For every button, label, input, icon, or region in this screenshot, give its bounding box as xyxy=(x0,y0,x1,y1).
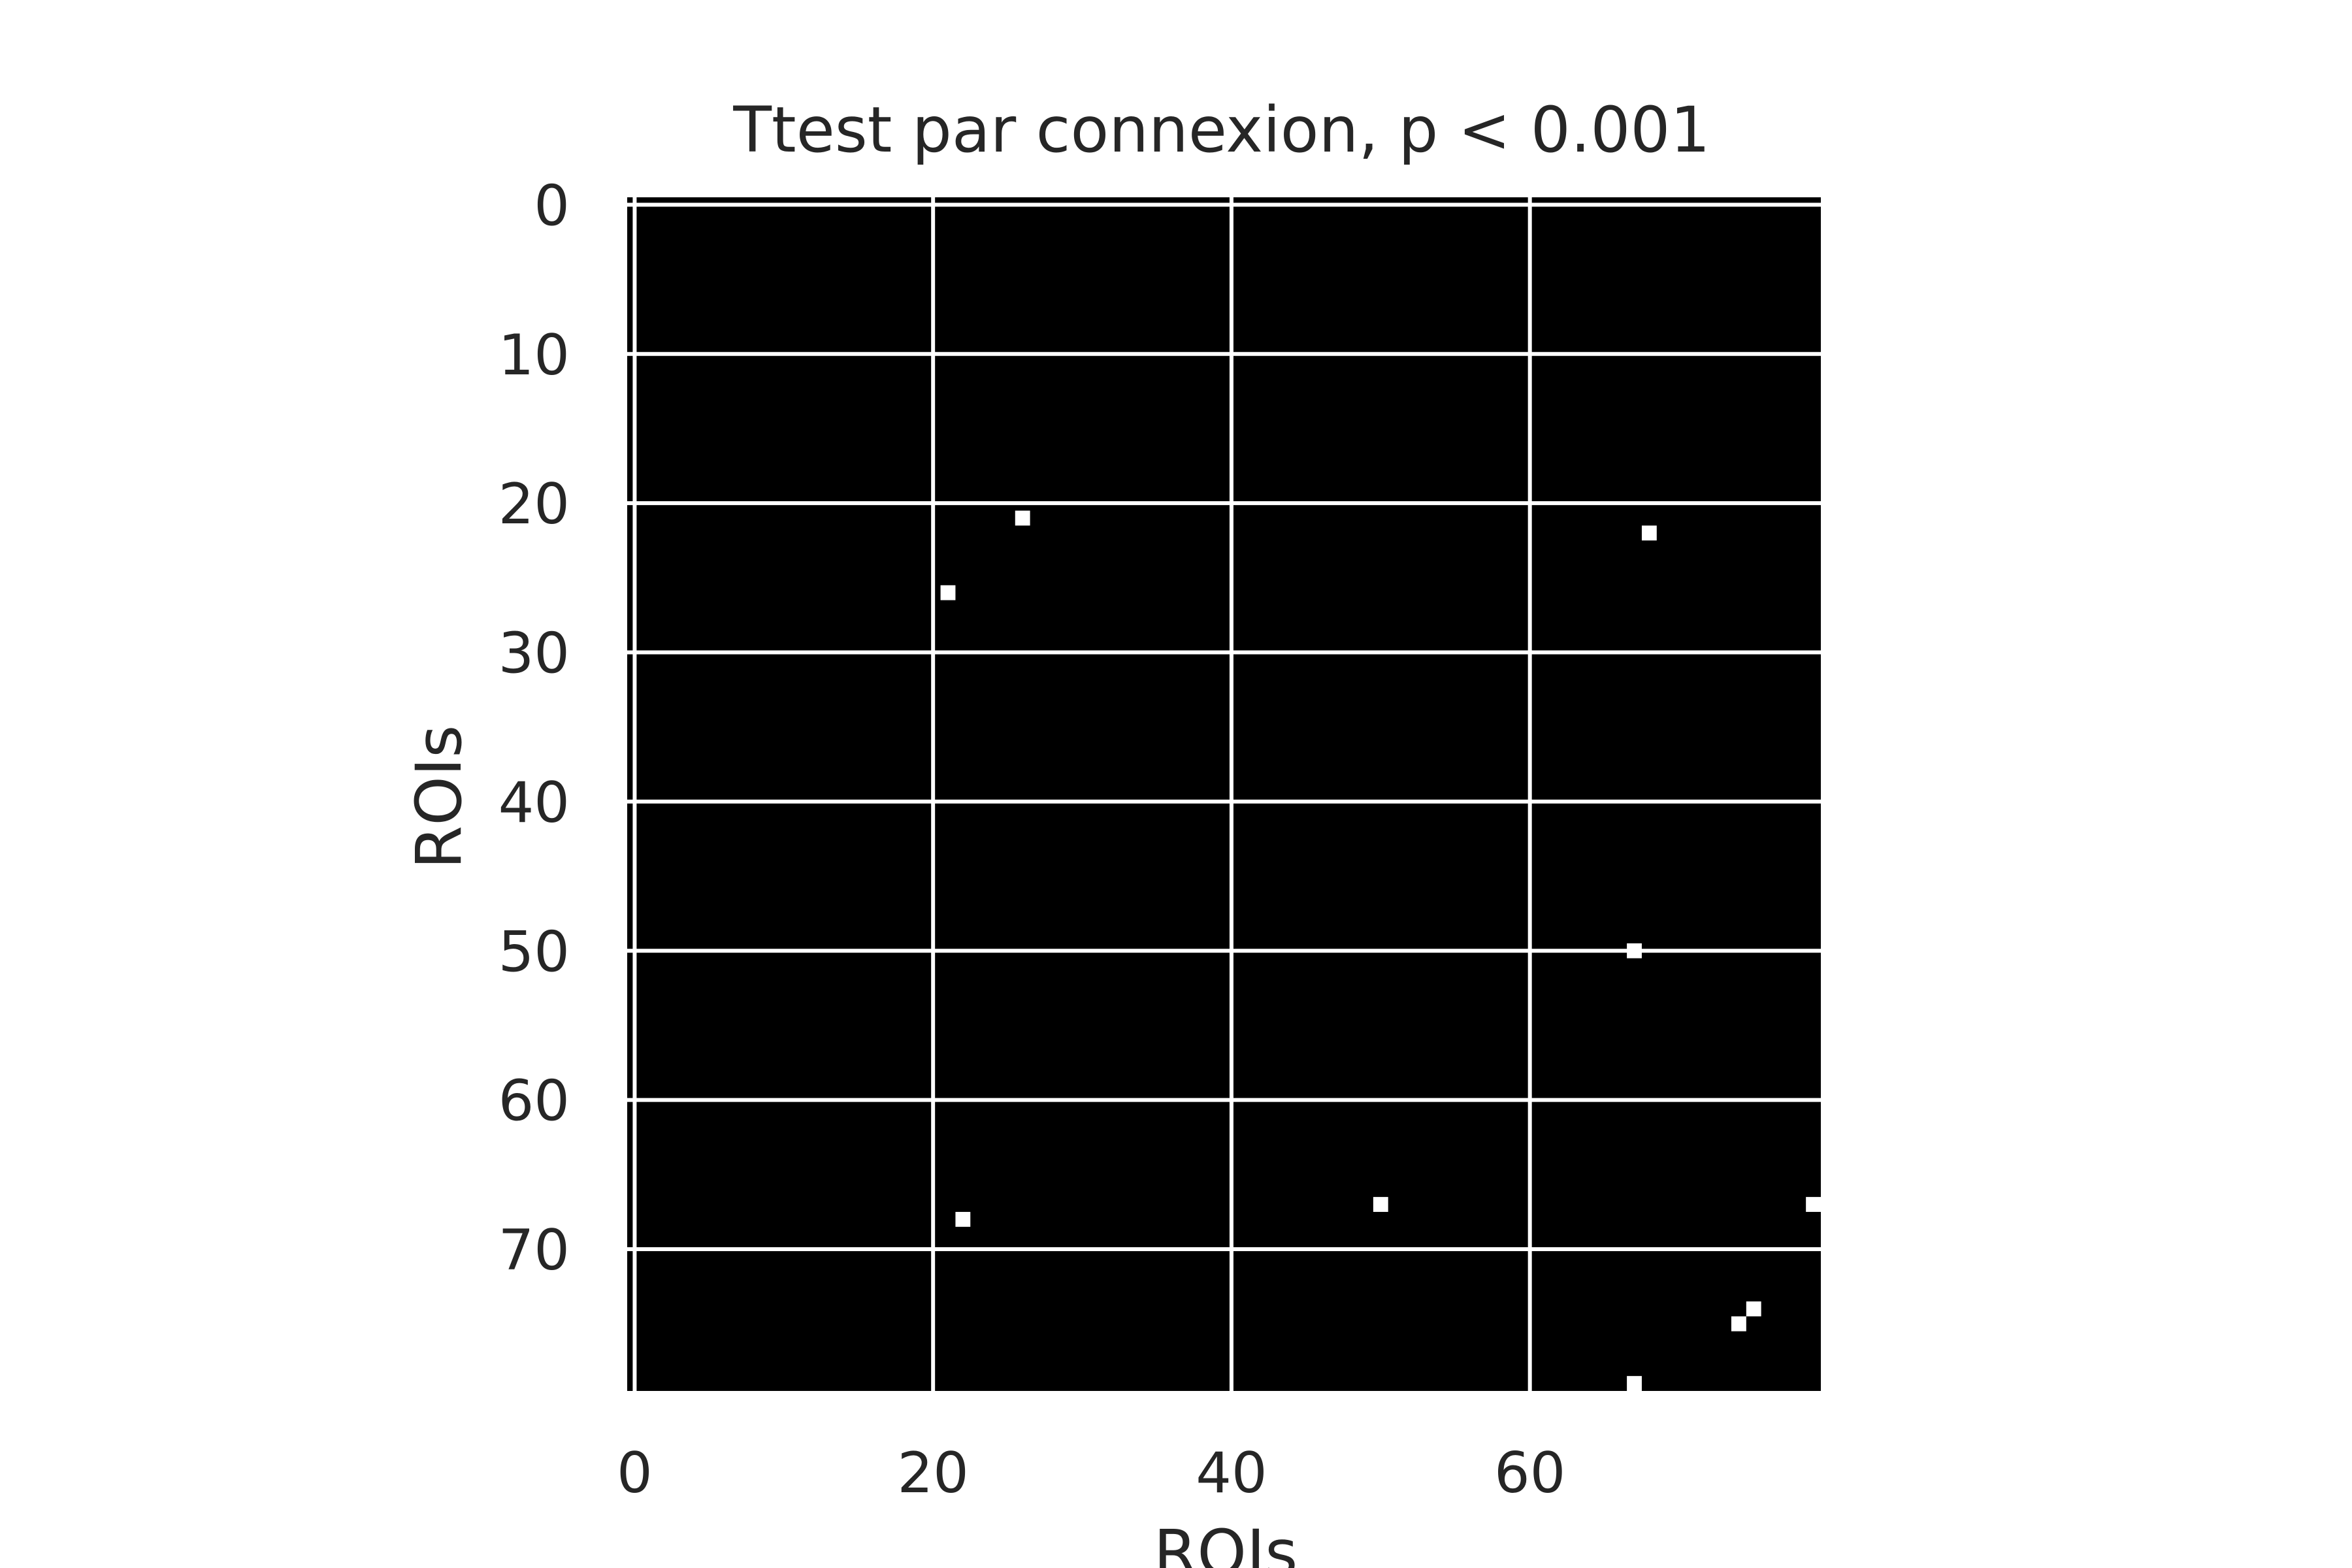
y-tick-label: 60 xyxy=(498,1069,570,1134)
y-tick-label: 10 xyxy=(498,323,570,388)
y-tick-labels: 0 10 20 30 40 50 60 70 xyxy=(498,173,570,1283)
plot-background xyxy=(627,197,1821,1391)
y-tick-label: 30 xyxy=(498,621,570,687)
significant-cell xyxy=(1015,510,1030,526)
significant-cell xyxy=(1627,1376,1642,1391)
significant-cell xyxy=(955,1211,971,1227)
x-axis-label: ROIs xyxy=(1154,1516,1298,1568)
x-tick-labels: 0 20 40 60 xyxy=(617,1441,1565,1506)
y-tick-label: 20 xyxy=(498,472,570,537)
significant-cell xyxy=(1373,1197,1388,1212)
y-tick-label: 40 xyxy=(498,770,570,836)
significant-cell xyxy=(1641,525,1657,541)
x-tick-label: 0 xyxy=(617,1441,653,1506)
significant-cell xyxy=(1731,1316,1746,1331)
significant-cell xyxy=(1746,1301,1761,1316)
x-tick-label: 40 xyxy=(1196,1441,1267,1506)
y-tick-label: 50 xyxy=(498,919,570,985)
x-tick-label: 20 xyxy=(897,1441,968,1506)
chart-title: Ttest par connexion, p < 0.001 xyxy=(732,93,1710,167)
y-axis-label: ROIs xyxy=(402,725,476,870)
y-tick-label: 0 xyxy=(534,173,570,238)
x-tick-label: 60 xyxy=(1494,1441,1565,1506)
significant-cell xyxy=(1806,1197,1821,1212)
significant-cell xyxy=(940,585,956,600)
grid-lines xyxy=(627,197,1821,1391)
y-tick-label: 70 xyxy=(498,1218,570,1283)
